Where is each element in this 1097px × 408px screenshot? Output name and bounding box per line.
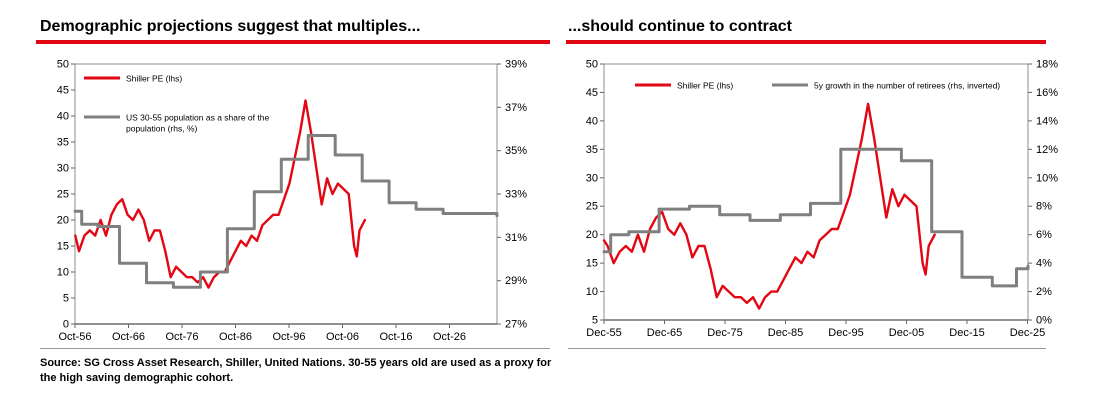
y-right-tick-label: 12%: [1036, 144, 1058, 156]
y-left-tick-label: 45: [57, 85, 69, 97]
right-title-underline: [566, 40, 1046, 44]
demographic-series-line: [602, 147, 1030, 288]
y-left-tick-label: 10: [57, 267, 69, 279]
legend-label: Shiller PE (lhs): [126, 74, 182, 84]
x-tick-label: Oct-86: [219, 331, 252, 343]
y-right-tick-label: 35%: [505, 145, 527, 157]
y-left-tick-label: 35: [586, 144, 598, 156]
x-tick-label: Dec-95: [828, 327, 863, 339]
y-right-tick-label: 10%: [1036, 172, 1058, 184]
left-title-underline: [36, 40, 550, 44]
y-right-tick-label: 6%: [1036, 229, 1052, 241]
y-left-tick-label: 25: [586, 201, 598, 213]
x-tick-label: Oct-76: [165, 331, 198, 343]
y-left-tick-label: 35: [57, 137, 69, 149]
y-left-tick-label: 30: [57, 163, 69, 175]
plot-area: [603, 63, 1029, 321]
x-tick-label: Oct-06: [326, 331, 359, 343]
y-right-tick-label: 14%: [1036, 115, 1058, 127]
legend-label: US 30-55 population as a share of the: [126, 113, 269, 123]
x-tick-label: Dec-65: [647, 327, 682, 339]
legend-label: 5y growth in the number of retirees (rhs…: [814, 81, 1000, 91]
legend-label: Shiller PE (lhs): [677, 81, 733, 91]
source-divider-right: [568, 348, 1046, 349]
y-right-tick-label: 31%: [505, 232, 527, 244]
y-right-tick-label: 39%: [505, 59, 527, 71]
y-right-tick-label: 2%: [1036, 286, 1052, 298]
y-left-tick-label: 5: [592, 315, 598, 327]
x-tick-label: Oct-16: [379, 331, 412, 343]
y-left-tick-label: 50: [586, 59, 598, 71]
right-title: ...should continue to contract: [568, 18, 792, 35]
y-left-tick-label: 15: [57, 241, 69, 253]
x-tick-label: Oct-56: [58, 331, 91, 343]
x-tick-label: Dec-15: [949, 327, 984, 339]
source-note: Source: SG Cross Asset Research, Shiller…: [40, 357, 552, 384]
y-right-tick-label: 29%: [505, 275, 527, 287]
y-right-tick-label: 33%: [505, 189, 527, 201]
x-tick-label: Oct-96: [272, 331, 305, 343]
x-tick-label: Dec-85: [768, 327, 803, 339]
y-right-tick-label: 16%: [1036, 87, 1058, 99]
x-tick-label: Dec-05: [889, 327, 924, 339]
y-left-tick-label: 40: [586, 115, 598, 127]
y-left-tick-label: 15: [586, 258, 598, 270]
y-right-tick-label: 8%: [1036, 201, 1052, 213]
shiller-pe-series-line: [602, 102, 936, 310]
x-tick-label: Dec-55: [586, 327, 621, 339]
y-right-tick-label: 18%: [1036, 59, 1058, 71]
left-title: Demographic projections suggest that mul…: [40, 18, 421, 35]
y-left-tick-label: 40: [57, 111, 69, 123]
source-divider: [40, 348, 550, 349]
y-left-tick-label: 20: [586, 229, 598, 241]
y-left-tick-label: 20: [57, 215, 69, 227]
y-right-tick-label: 4%: [1036, 258, 1052, 270]
demographic-series-line: [73, 134, 499, 289]
y-right-tick-label: 37%: [505, 102, 527, 114]
legend-label: population (rhs, %): [126, 124, 198, 134]
y-left-tick-label: 50: [57, 59, 69, 71]
x-tick-label: Dec-75: [707, 327, 742, 339]
y-left-tick-label: 0: [63, 319, 69, 331]
y-left-tick-label: 10: [586, 286, 598, 298]
x-tick-label: Oct-66: [112, 331, 145, 343]
y-left-tick-label: 30: [586, 172, 598, 184]
y-right-tick-label: 0%: [1036, 315, 1052, 327]
x-tick-label: Oct-26: [433, 331, 466, 343]
y-left-tick-label: 45: [586, 87, 598, 99]
y-right-tick-label: 27%: [505, 319, 527, 331]
x-tick-label: Dec-25: [1010, 327, 1045, 339]
y-left-tick-label: 25: [57, 189, 69, 201]
y-left-tick-label: 5: [63, 293, 69, 305]
